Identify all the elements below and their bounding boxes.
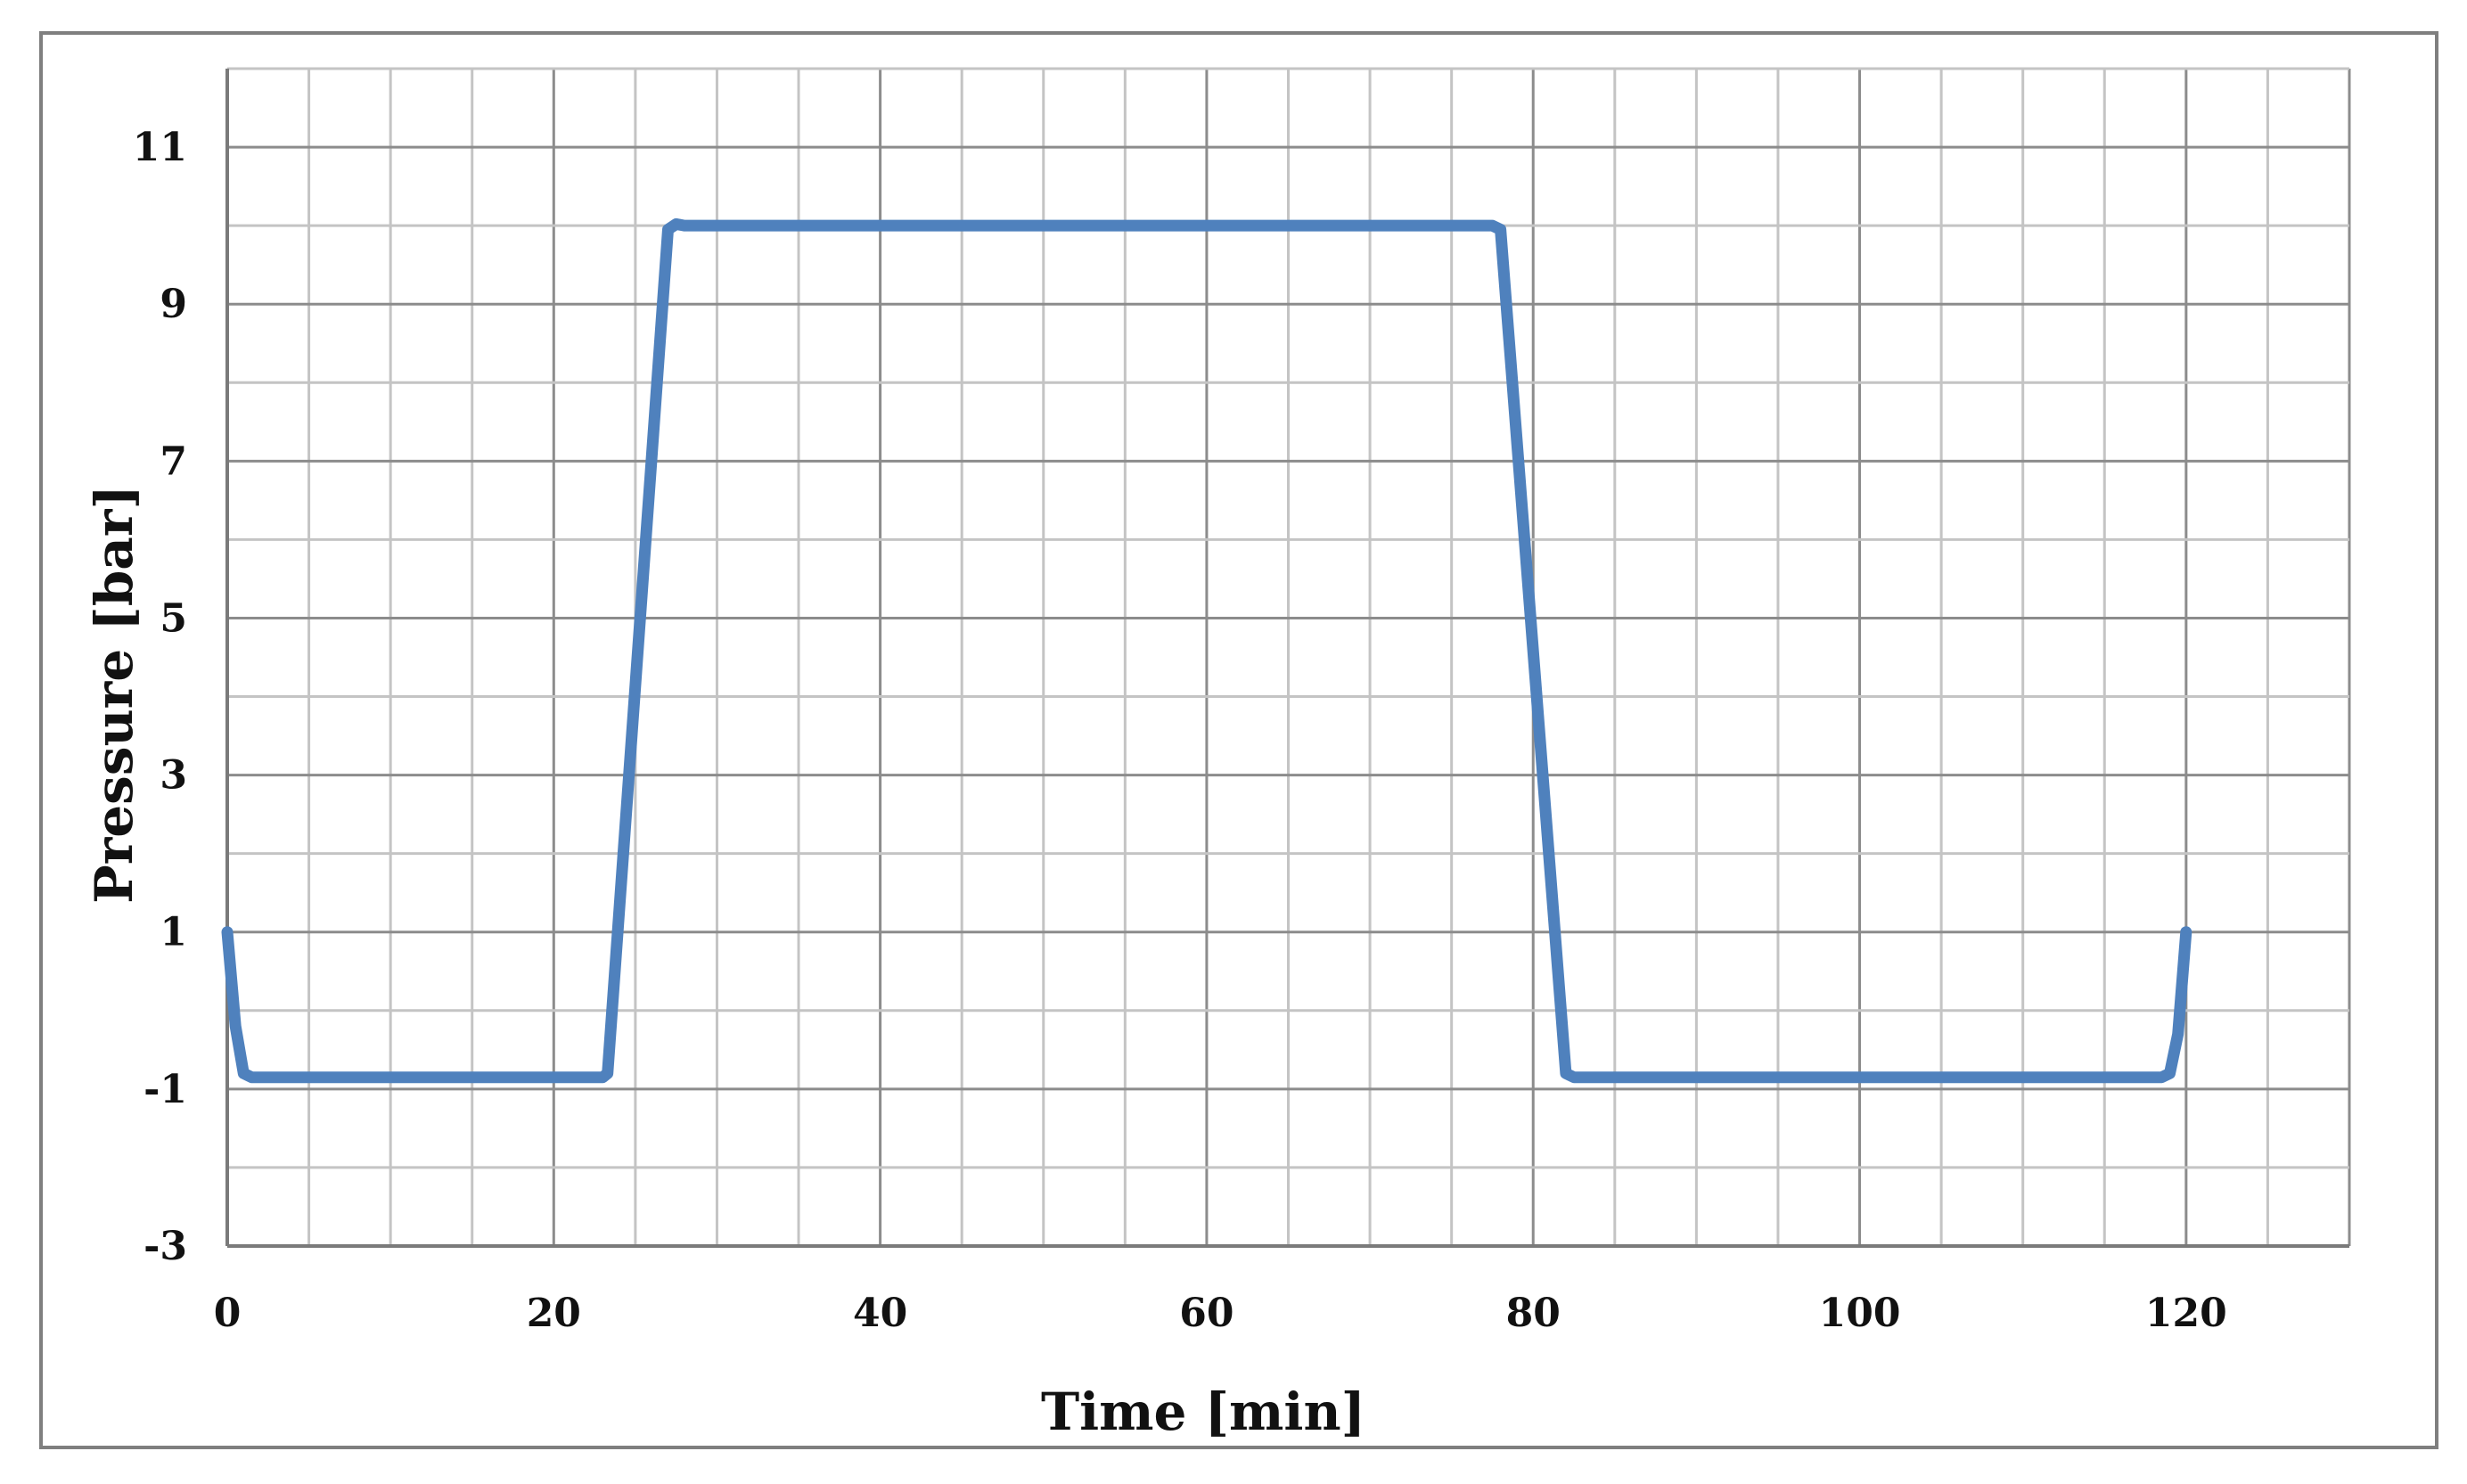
- x-tick-label: 40: [853, 1291, 907, 1336]
- y-tick-label: 5: [160, 595, 187, 641]
- series-layer: [221, 217, 2192, 1084]
- y-tick-label: 11: [133, 125, 187, 170]
- y-tick-label: 7: [160, 439, 187, 484]
- x-axis-title: Time [min]: [1041, 1382, 1365, 1442]
- y-axis-title: Pressure [bar]: [84, 485, 144, 904]
- x-tick-label: 120: [2145, 1291, 2227, 1336]
- x-tick-label: 20: [527, 1291, 581, 1336]
- y-tick-label: 1: [160, 910, 187, 955]
- series-line-0: [221, 217, 2192, 1084]
- x-tick-label: 80: [1506, 1291, 1561, 1336]
- x-tick-label: 0: [214, 1291, 242, 1336]
- x-tick-labels: 0 20 40 60 80 100 120: [214, 1291, 2227, 1336]
- y-tick-label: 3: [160, 753, 187, 799]
- y-tick-label: -3: [143, 1224, 187, 1269]
- grid-lines: [225, 67, 2351, 1248]
- chart-frame: 0 20 40 60 80 100 120 -3 -1 1 3 5 7 9 11 Time [min] P…: [39, 31, 2438, 1449]
- x-tick-label: 60: [1179, 1291, 1234, 1336]
- x-tick-label: 100: [1819, 1291, 1901, 1336]
- y-tick-label: 9: [160, 282, 187, 327]
- pressure-time-chart: 0 20 40 60 80 100 120 -3 -1 1 3 5 7 9 11 Time [min] P…: [84, 67, 2351, 1442]
- y-tick-labels: -3 -1 1 3 5 7 9 11: [133, 125, 187, 1269]
- y-tick-label: -1: [143, 1067, 187, 1112]
